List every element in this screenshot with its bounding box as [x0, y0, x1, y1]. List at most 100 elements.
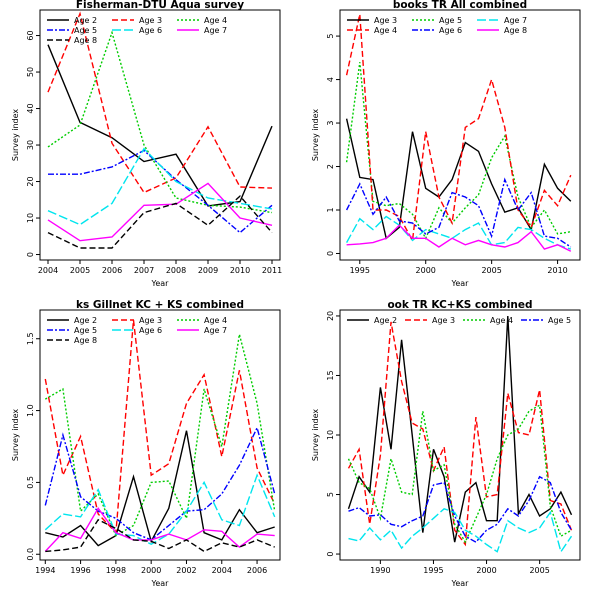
- y-tick-label: 0.5: [26, 476, 35, 489]
- plot-frame: [339, 9, 581, 261]
- legend-label: Age 6: [439, 26, 462, 35]
- x-tick-label: 1994: [35, 566, 55, 575]
- plot-frame: [39, 309, 281, 561]
- y-tick-label: 40: [26, 103, 35, 113]
- chart-title: ks Gillnet KC + KS combined: [76, 299, 244, 311]
- y-tick-label: 0: [326, 251, 335, 256]
- legend: Age 2 Age 3 Age 4 Age 5: [347, 316, 571, 325]
- legend-label: Age 5: [74, 26, 97, 35]
- series-line-age-5: [345, 62, 571, 240]
- x-tick-label: 1996: [70, 566, 90, 575]
- legend-label: Age 4: [374, 26, 397, 35]
- y-tick-label: 5: [326, 34, 335, 39]
- legend-label: Age 8: [504, 26, 527, 35]
- legend-label: Age 5: [74, 326, 97, 335]
- series-line-age-2: [45, 430, 275, 547]
- y-axis-label: Survey index: [311, 109, 320, 162]
- legend-label: Age 7: [204, 326, 227, 335]
- legend: Age 2 Age 3 Age 4 Age 5 Age 6 Age 7 Age 8: [47, 316, 227, 345]
- y-tick-label: 50: [26, 67, 35, 77]
- x-tick-label: 1995: [423, 566, 443, 575]
- legend-label: Age 6: [139, 326, 162, 335]
- y-tick-label: 10: [26, 213, 35, 223]
- series-line-age-5: [44, 425, 276, 541]
- x-axis-label: Year: [451, 279, 470, 288]
- x-tick-label: 2010: [547, 266, 567, 275]
- legend-label: Age 6: [139, 26, 162, 35]
- series-line-unnamed-4: [348, 508, 573, 554]
- x-tick-label: 2009: [198, 266, 218, 275]
- y-tick-label: 60: [26, 30, 35, 40]
- x-tick-label: 1990: [370, 566, 390, 575]
- y-tick-label: 20: [26, 176, 35, 186]
- legend-label: Age 2: [374, 316, 397, 325]
- series-line-age-4: [345, 14, 572, 243]
- x-tick-label: 2010: [230, 266, 250, 275]
- series-line-age-7: [345, 215, 572, 250]
- x-tick-label: 1998: [106, 566, 126, 575]
- series-line-age-3: [347, 321, 573, 547]
- y-axis-label: Survey index: [11, 409, 20, 462]
- legend: Age 3 Age 5 Age 7 Age 4 Age 6 Age 8: [347, 16, 527, 35]
- plot-area: [47, 11, 273, 249]
- x-tick-label: 2005: [481, 266, 501, 275]
- chart-p3: ks Gillnet KC + KS combined 1994 1996 1998 2…: [11, 299, 281, 588]
- plot-area: [347, 315, 573, 554]
- series-line-age-2: [347, 315, 573, 543]
- legend-label: Age 8: [74, 336, 97, 345]
- legend-label: Age 2: [74, 16, 97, 25]
- x-tick-label: 2004: [38, 266, 58, 275]
- x-tick-label: 2011: [262, 266, 282, 275]
- y-axis-label: Survey index: [311, 409, 320, 462]
- legend-label: Age 3: [432, 316, 455, 325]
- legend-label: Age 3: [139, 316, 162, 325]
- x-tick-label: 2007: [134, 266, 154, 275]
- x-tick-label: 2000: [416, 266, 436, 275]
- y-tick-label: 3: [326, 120, 335, 125]
- legend-label: Age 8: [74, 36, 97, 45]
- chart-title: Fisherman-DTU Aqua survey: [76, 0, 244, 11]
- y-tick-label: 20: [326, 311, 335, 321]
- x-tick-label: 1995: [350, 266, 370, 275]
- series-line-age-2: [47, 44, 273, 207]
- x-tick-label: 2005: [529, 566, 549, 575]
- series-line-age-3: [44, 320, 276, 535]
- y-tick-label: 1.5: [26, 332, 35, 345]
- x-tick-label: 2004: [212, 566, 232, 575]
- series-line-age-4: [47, 30, 273, 214]
- y-tick-label: 10: [326, 430, 335, 440]
- legend: Age 2 Age 3 Age 4 Age 5 Age 6 Age 7 Age 8: [47, 16, 227, 45]
- plot-area: [44, 320, 276, 553]
- y-axis-label: Survey index: [11, 109, 20, 162]
- y-tick-label: 4: [326, 77, 335, 82]
- y-tick-label: 1: [326, 207, 335, 212]
- series-line-age-6: [47, 147, 273, 226]
- series-line-age-4: [44, 334, 276, 537]
- legend-label: Age 2: [74, 316, 97, 325]
- legend-label: Age 3: [139, 16, 162, 25]
- legend-label: Age 4: [204, 316, 227, 325]
- series-line-age-6: [345, 177, 572, 248]
- series-line-age-7: [44, 507, 275, 552]
- y-tick-label: 0.0: [26, 548, 35, 561]
- y-tick-label: 15: [326, 370, 335, 380]
- x-tick-label: 2000: [141, 566, 161, 575]
- legend-label: Age 4: [490, 316, 513, 325]
- y-tick-label: 0: [26, 252, 35, 257]
- x-axis-label: Year: [151, 579, 170, 588]
- chart-title: ook TR KC+KS combined: [387, 299, 532, 311]
- series-line-age-5: [348, 475, 573, 543]
- x-tick-label: 2000: [476, 566, 496, 575]
- y-tick-label: 2: [326, 164, 335, 169]
- legend-label: Age 4: [204, 16, 227, 25]
- x-tick-label: 2006: [247, 566, 267, 575]
- series-line-age-8: [45, 518, 275, 553]
- series-line-age-4: [347, 404, 572, 544]
- x-axis-label: Year: [451, 579, 470, 588]
- chart-title: books TR All combined: [393, 0, 527, 11]
- y-tick-label: 5: [326, 492, 335, 497]
- legend-label: Age 5: [548, 316, 571, 325]
- plot-frame: [39, 9, 281, 261]
